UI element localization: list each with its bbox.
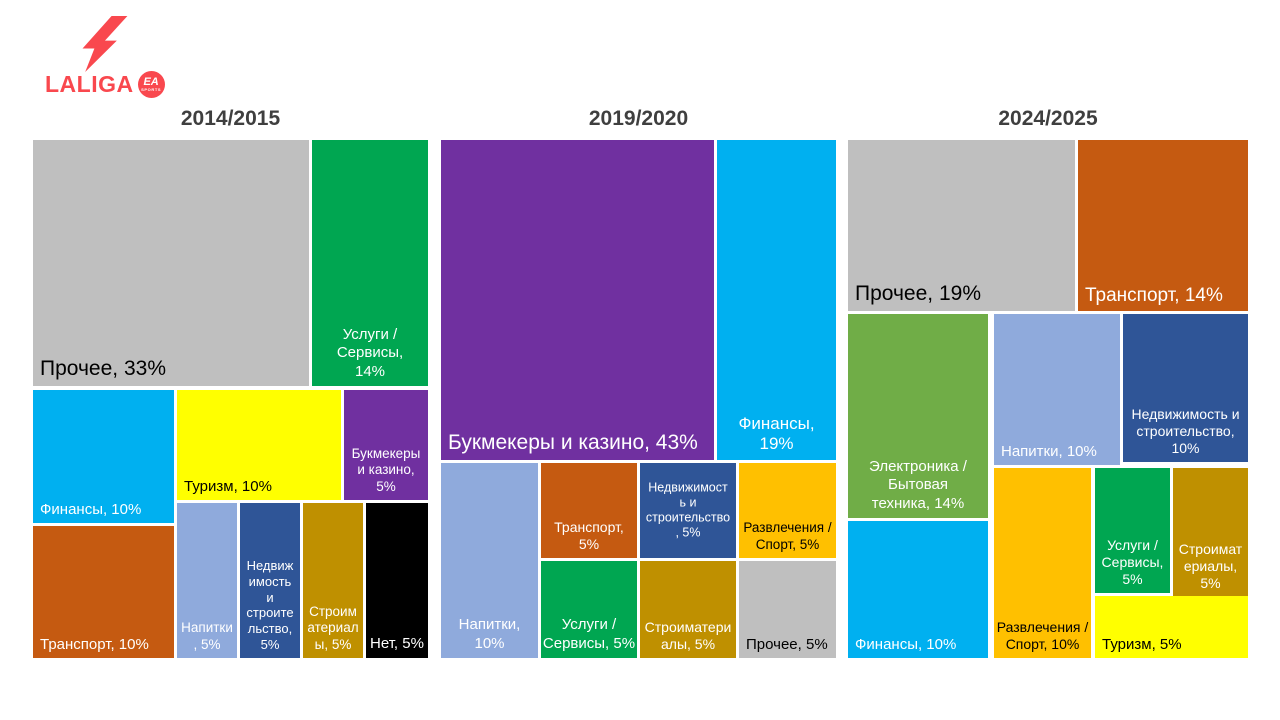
chart-title: 2024/2025 (998, 107, 1098, 130)
treemap-cell-label: Букмекеры и казино, 5% (351, 445, 421, 494)
treemap-cell-label: Напитки, 10% (458, 616, 521, 652)
treemap-cell: Строимат ериалы, 5% (1173, 468, 1248, 597)
treemap-cell: Недвижимост ь и строительство , 5% (640, 463, 736, 558)
treemap-cell-label: Букмекеры и казино, 43% (448, 431, 698, 455)
treemap-cell-label: Напитки, 10% (1001, 442, 1097, 460)
chart-title: 2014/2015 (180, 107, 281, 130)
treemap-cell: Недвиж имость и строите льство, 5% (240, 503, 300, 658)
treemap-plot: Букмекеры и казино, 43% Финансы, 19% Напит… (441, 140, 836, 658)
treemap-cell: Транспорт, 5% (541, 463, 637, 558)
laliga-logo: LALIGA EA SPORTS (45, 14, 165, 106)
laliga-wordmark-row: LALIGA EA SPORTS (45, 71, 165, 98)
treemap-cell: Развлечения / Спорт, 5% (739, 463, 836, 558)
treemap-cell: Туризм, 5% (1095, 596, 1248, 658)
treemap-cell: Недвижимость и строительство, 10% (1123, 314, 1248, 462)
treemap-cell-label: Финансы, 10% (855, 635, 957, 653)
treemap-cell-label: Недвиж имость и строите льство, 5% (246, 557, 294, 653)
ea-sports-logo-icon: EA SPORTS (137, 71, 165, 98)
treemap-cell: Нет, 5% (366, 503, 428, 658)
treemap-cell: Услуги / Сервисы, 5% (1095, 468, 1170, 593)
treemap-chart-2014-2015: 2014/2015 Прочее, 33% Услуги / Сервисы, 1… (33, 104, 428, 658)
treemap-cell: Строиматери алы, 5% (640, 561, 736, 658)
treemap-cell-label: Развлечения / Спорт, 5% (743, 520, 832, 552)
laliga-bolt-icon (82, 16, 128, 72)
treemap-cell-label: Недвижимост ь и строительство , 5% (645, 480, 731, 540)
treemap-cell: Электроника / Бытовая техника, 14% (848, 314, 988, 518)
treemap-cell-label: Прочее, 19% (855, 282, 981, 306)
treemap-cell: Услуги / Сервисы, 5% (541, 561, 637, 658)
chart-title: 2019/2020 (588, 107, 689, 130)
treemap-cell-label: Электроника / Бытовая техника, 14% (869, 458, 967, 512)
treemap-chart-2019-2020: 2019/2020 Букмекеры и казино, 43% Финансы… (441, 104, 836, 658)
treemap-cell-label: Нет, 5% (370, 634, 424, 652)
treemap-cell-label: Финансы, 19% (738, 413, 815, 454)
treemap-cell: Букмекеры и казино, 43% (441, 140, 714, 460)
treemap-cell-label: Развлечения / Спорт, 10% (996, 618, 1089, 652)
ea-logo-text: EA (143, 75, 159, 88)
treemap-cell-label: Напитки , 5% (181, 620, 233, 652)
treemap-cell: Финансы, 10% (33, 390, 174, 523)
treemap-cell: Напитки , 5% (177, 503, 237, 658)
treemap-cell-label: Туризм, 5% (1102, 635, 1182, 653)
treemap-cell-label: Прочее, 5% (746, 635, 828, 653)
treemap-cell-label: Транспорт, 10% (40, 635, 149, 653)
treemap-cell: Прочее, 33% (33, 140, 309, 386)
treemap-cell-label: Строимат ериалы, 5% (1178, 540, 1243, 591)
treemap-cell: Прочее, 19% (848, 140, 1075, 311)
treemap-cell: Туризм, 10% (177, 390, 341, 500)
treemap-cell-label: Финансы, 10% (40, 500, 142, 518)
treemap-cell-label: Недвижимость и строительство, 10% (1131, 405, 1240, 456)
treemap-cell-label: Строиматери алы, 5% (644, 618, 732, 652)
treemap-cell-label: Прочее, 33% (40, 357, 166, 381)
treemap-cell: Транспорт, 10% (33, 526, 174, 658)
treemap-cell: Финансы, 10% (848, 521, 988, 658)
laliga-wordmark: LALIGA (45, 71, 134, 97)
treemap-cell: Транспорт, 14% (1078, 140, 1248, 311)
treemap-cell-label: Услуги / Сервисы, 14% (336, 326, 404, 380)
treemap-chart-2024-2025: 2024/2025 Прочее, 19% Транспорт, 14% Элект… (848, 104, 1248, 658)
treemap-cell: Напитки, 10% (441, 463, 538, 658)
treemap-cell: Услуги / Сервисы, 14% (312, 140, 428, 386)
treemap-cell-label: Услуги / Сервисы, 5% (1101, 536, 1164, 587)
treemap-cell: Строим атериал ы, 5% (303, 503, 363, 658)
treemap-cell: Напитки, 10% (994, 314, 1120, 465)
treemap-cell: Букмекеры и казино, 5% (344, 390, 428, 500)
treemap-plot: Прочее, 19% Транспорт, 14% Электроника / Б… (848, 140, 1248, 658)
treemap-cell-label: Туризм, 10% (184, 477, 272, 495)
treemap-cell-label: Строим атериал ы, 5% (307, 603, 359, 652)
treemap-cell: Развлечения / Спорт, 10% (994, 468, 1091, 658)
treemap-cell-label: Транспорт, 5% (554, 518, 624, 552)
treemap-cell-label: Услуги / Сервисы, 5% (542, 616, 636, 652)
treemap-cell: Финансы, 19% (717, 140, 836, 460)
treemap-cell-label: Транспорт, 14% (1085, 284, 1223, 306)
ea-sports-text: SPORTS (141, 87, 162, 93)
treemap-cell: Прочее, 5% (739, 561, 836, 658)
treemap-plot: Прочее, 33% Услуги / Сервисы, 14% Финансы,… (33, 140, 428, 658)
